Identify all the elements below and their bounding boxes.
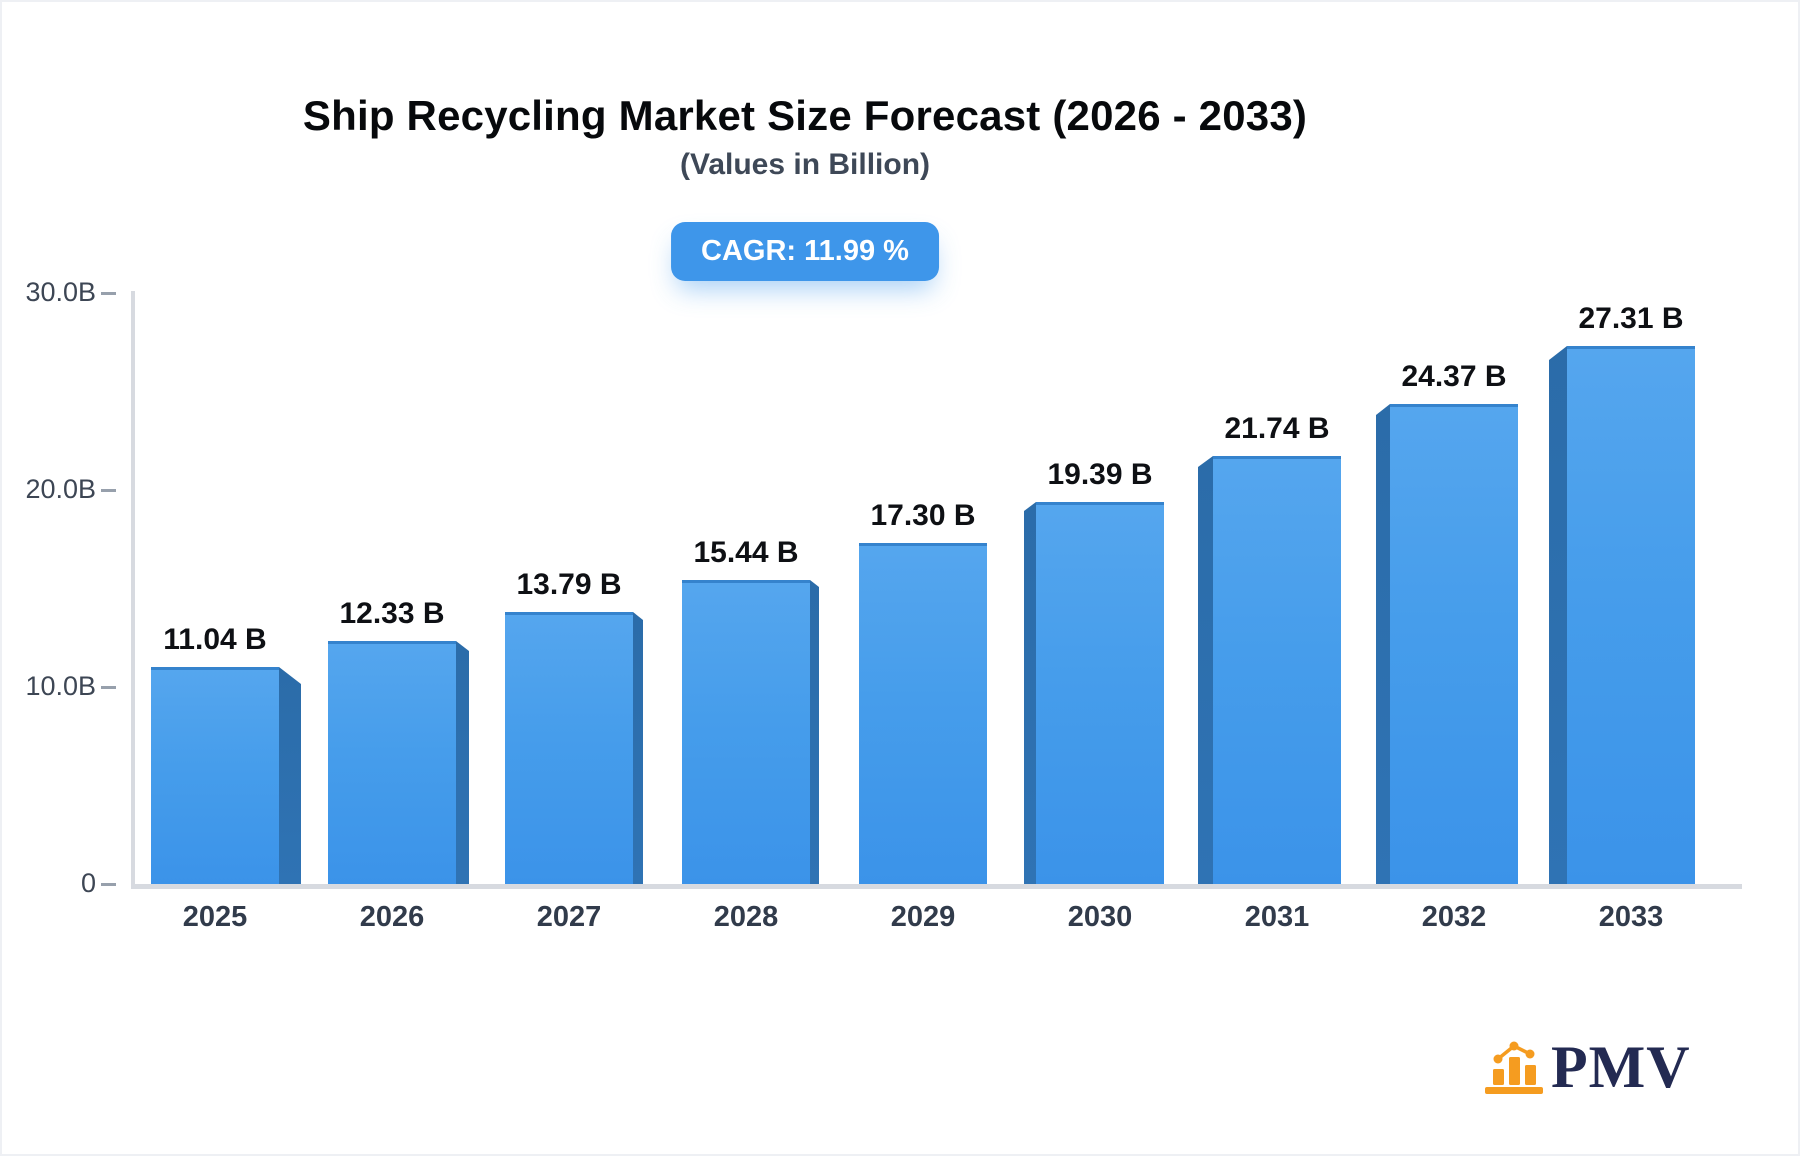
bar-value-label: 15.44 B [693, 536, 799, 569]
bar-2030 [1036, 502, 1164, 884]
bar-value-label: 17.30 B [870, 499, 976, 532]
bar-chart-icon [1483, 1038, 1545, 1101]
x-axis-label: 2029 [890, 901, 956, 933]
y-tick-label: 0 [80, 868, 96, 898]
y-tick-label: 20.0B [25, 474, 96, 504]
bar-2031 [1213, 456, 1341, 884]
x-axis-line [131, 884, 1742, 889]
bar-2026 [328, 641, 456, 884]
bar-2033 [1567, 346, 1695, 884]
bar-side-2028 [810, 580, 819, 884]
bar-value-label: 27.31 B [1578, 302, 1684, 335]
x-axis-label: 2026 [359, 901, 425, 933]
chart-title: Ship Recycling Market Size Forecast (202… [302, 92, 1308, 139]
x-axis-label: 2027 [536, 901, 602, 933]
x-axis-label: 2032 [1421, 901, 1487, 933]
x-axis-label: 2025 [182, 901, 248, 933]
chart-subtitle: (Values in Billion) [679, 148, 931, 181]
x-axis-label: 2031 [1244, 901, 1310, 933]
bar-side-2026 [456, 641, 469, 884]
x-axis-label: 2030 [1067, 901, 1133, 933]
bar-2029 [859, 543, 987, 884]
bar-value-label: 13.79 B [516, 568, 622, 601]
y-tick [101, 883, 116, 886]
bar-side-2025 [279, 667, 301, 884]
brand-text: PMV [1551, 1034, 1691, 1100]
bar-value-label: 19.39 B [1047, 458, 1153, 491]
cagr-badge: CAGR: 11.99 % [671, 222, 939, 281]
bar-side-2031 [1198, 456, 1213, 884]
bar-side-2027 [633, 612, 643, 884]
bar-side-2033 [1549, 346, 1567, 884]
x-axis-label: 2028 [713, 901, 779, 933]
bar-value-label: 21.74 B [1224, 412, 1330, 445]
bar-value-label: 24.37 B [1401, 360, 1507, 393]
bar-2025 [151, 667, 279, 884]
bar-value-label: 12.33 B [339, 597, 445, 630]
bar-2028 [682, 580, 810, 884]
bar-value-label: 11.04 B [163, 623, 267, 656]
y-axis-line [131, 291, 135, 889]
y-tick-label: 10.0B [25, 671, 96, 701]
y-tick [101, 686, 116, 689]
y-tick [101, 292, 116, 295]
bar-side-2032 [1376, 404, 1390, 884]
y-tick [101, 489, 116, 492]
x-axis-label: 2033 [1598, 901, 1664, 933]
y-tick-label: 30.0B [25, 277, 96, 307]
bar-side-2030 [1024, 502, 1036, 884]
bar-2032 [1390, 404, 1518, 884]
bar-2027 [505, 612, 633, 884]
brand-logo: PMV [1483, 1034, 1691, 1101]
